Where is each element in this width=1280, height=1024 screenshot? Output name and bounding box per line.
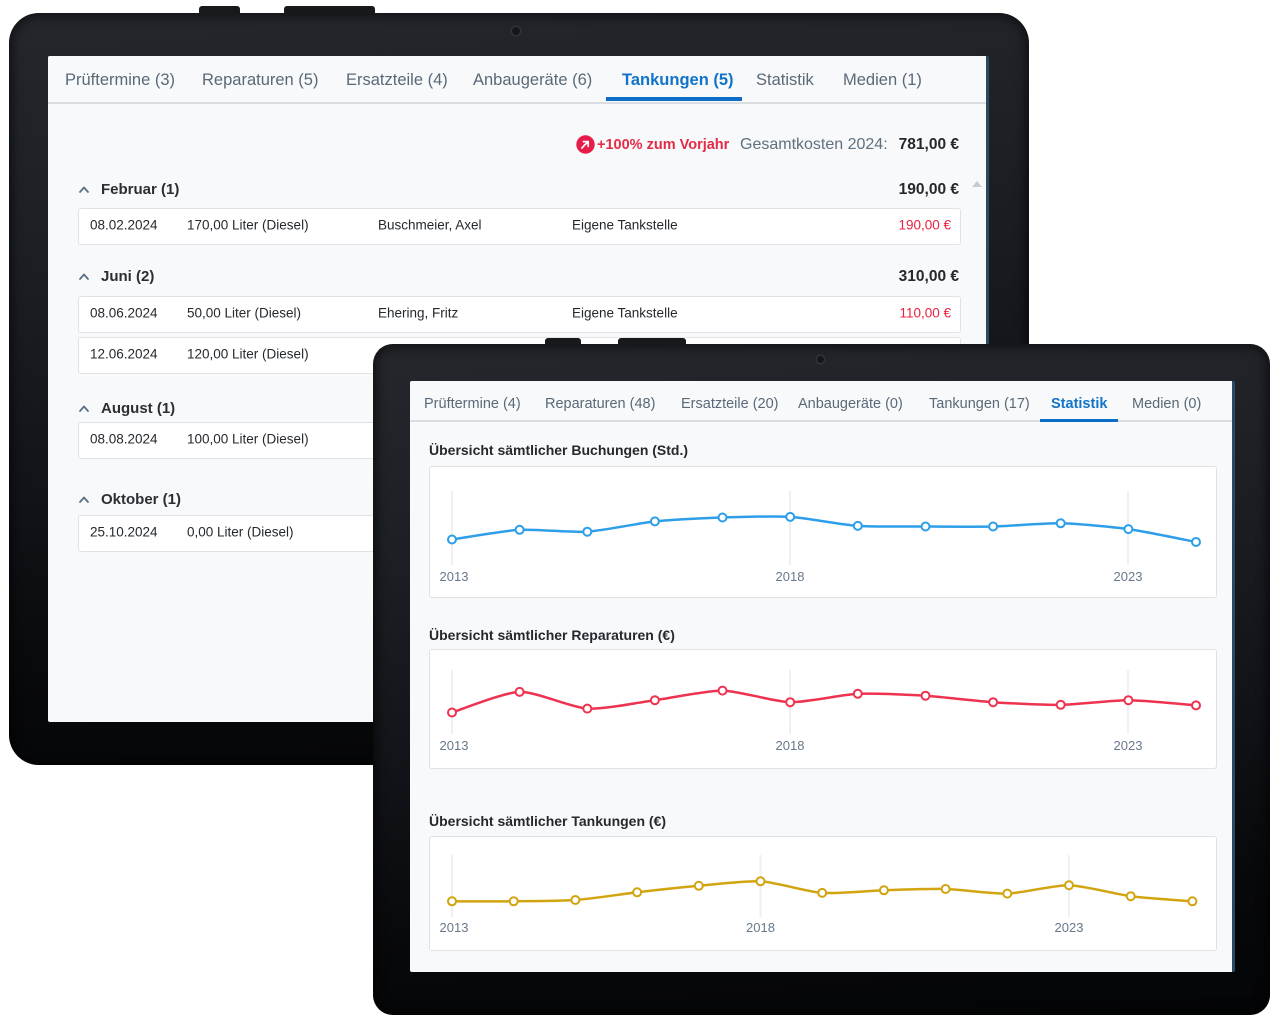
svg-text:2023: 2023	[1055, 920, 1084, 935]
svg-text:2023: 2023	[1114, 738, 1143, 753]
svg-text:2023: 2023	[1114, 569, 1143, 584]
svg-text:2013: 2013	[440, 738, 469, 753]
svg-text:2013: 2013	[440, 920, 469, 935]
svg-text:2013: 2013	[440, 569, 469, 584]
svg-text:2018: 2018	[776, 738, 805, 753]
svg-text:2018: 2018	[746, 920, 775, 935]
svg-text:2018: 2018	[776, 569, 805, 584]
